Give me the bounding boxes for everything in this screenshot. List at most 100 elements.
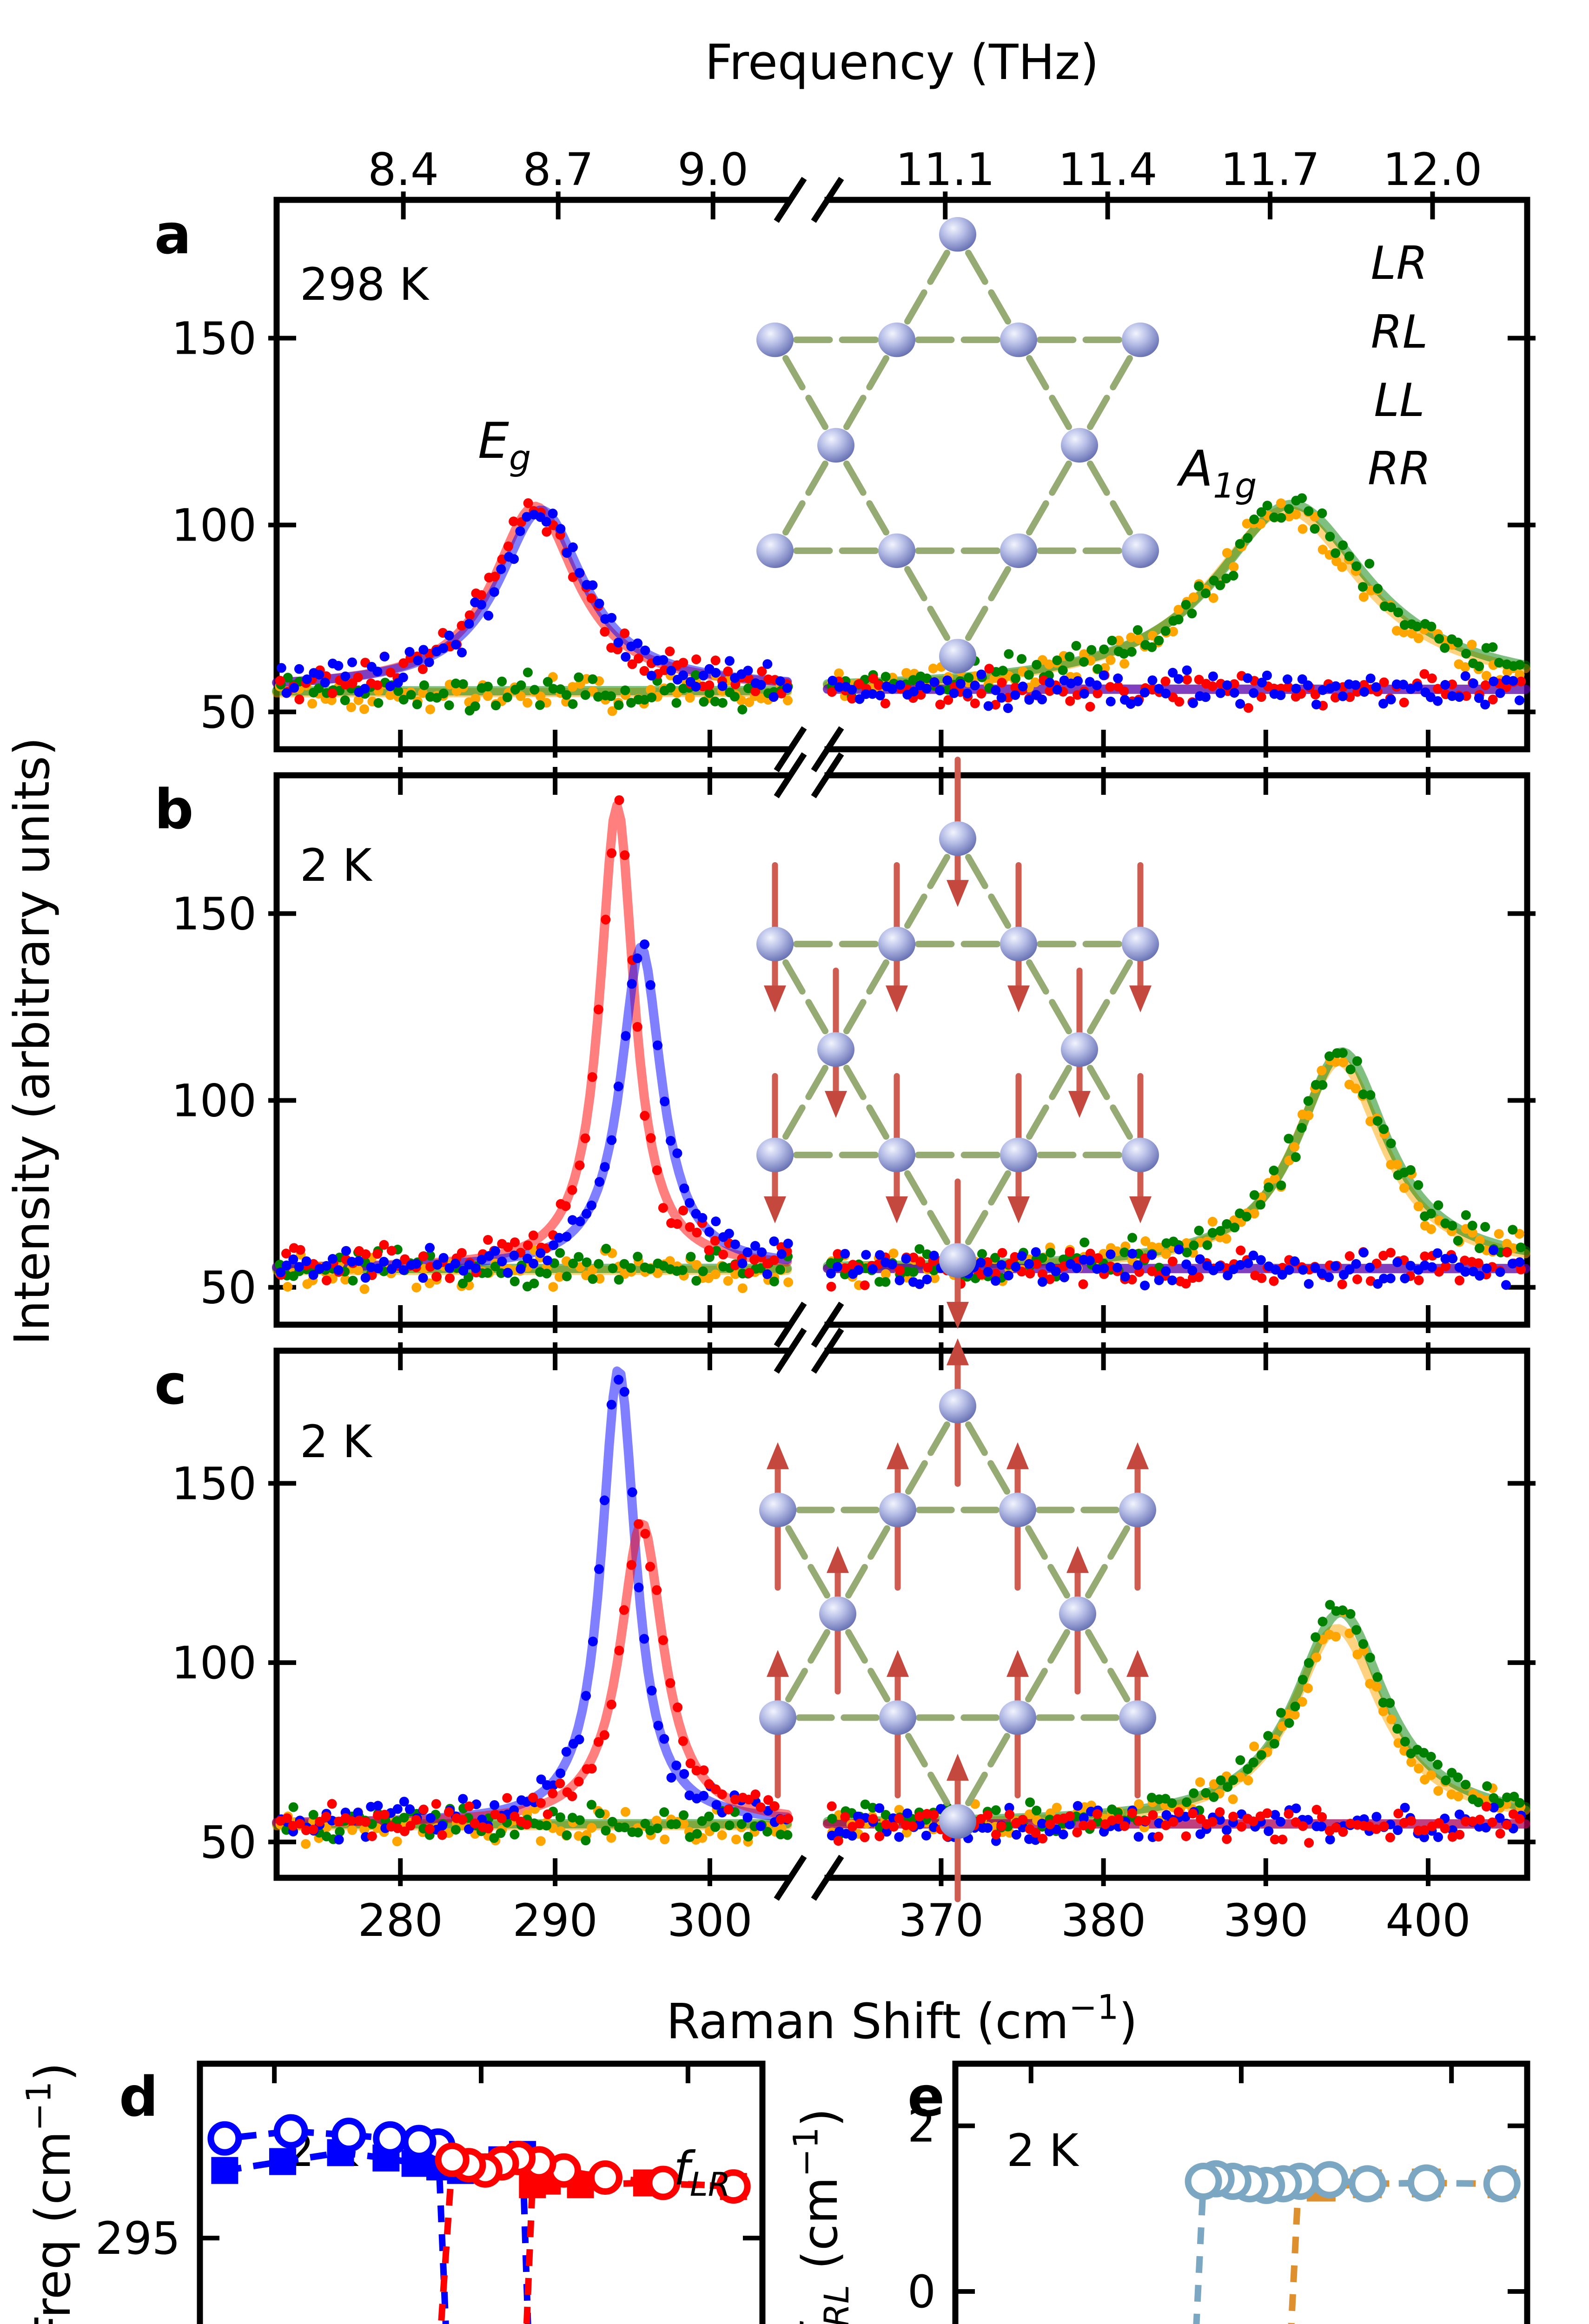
panel-d-data bbox=[207, 2114, 751, 2324]
data-point-circle bbox=[646, 2166, 681, 2200]
y-tick-label: 100 bbox=[172, 500, 257, 552]
panel-e-data bbox=[1185, 2160, 1521, 2324]
atom-sphere bbox=[939, 821, 976, 856]
atom-sphere bbox=[939, 1388, 976, 1424]
data-point-circle bbox=[588, 2160, 622, 2195]
f-lr-series-label: fLR bbox=[674, 2141, 731, 2204]
data-point-circle bbox=[207, 2121, 242, 2156]
d-y-axis-label: Center Freq (cm−1) bbox=[19, 2062, 81, 2324]
atom-sphere bbox=[939, 1804, 976, 1839]
data-point-circle bbox=[331, 2118, 366, 2152]
lattice-bonds bbox=[782, 854, 1133, 1245]
atom-sphere bbox=[817, 1032, 854, 1067]
bottom-axis-tick-labels: 280 290 300 370 380 390 400 bbox=[358, 1895, 1471, 1947]
y-tick-label: 2 bbox=[907, 2100, 936, 2152]
top-tick-label: 8.4 bbox=[368, 144, 439, 196]
y-tick-label: 150 bbox=[172, 888, 257, 940]
temperature-label-b: 2 K bbox=[300, 839, 373, 891]
x-tick-label: 300 bbox=[667, 1895, 752, 1947]
top-tick-label: 8.7 bbox=[523, 144, 594, 196]
freq-difference-label: fLR − fRL (cm−1) bbox=[786, 2108, 857, 2324]
panel-letter-b: b bbox=[154, 777, 193, 841]
atom-sphere bbox=[1000, 322, 1037, 357]
legend-item-RR: RR bbox=[1368, 442, 1431, 495]
atom-sphere bbox=[1122, 926, 1159, 962]
panel-a-axes: 50 100 150 bbox=[172, 177, 1536, 772]
panel-d-axes: −2.50.02.5294295 bbox=[95, 2060, 766, 2324]
data-point-circle bbox=[1311, 2161, 1348, 2199]
x-tick-label: 280 bbox=[358, 1895, 443, 1947]
atom-sphere bbox=[756, 926, 794, 962]
lattice-atoms bbox=[756, 217, 1159, 673]
intensity-axis-label: Intensity (arbitrary units) bbox=[4, 737, 60, 1346]
x-tick-label: 380 bbox=[1061, 1895, 1146, 1947]
panel-letter-c: c bbox=[154, 1353, 187, 1417]
eg-label: Eg bbox=[478, 412, 531, 478]
atom-sphere bbox=[939, 217, 976, 252]
data-point-circle bbox=[435, 2142, 470, 2177]
y-tick-label: 50 bbox=[200, 1816, 257, 1868]
data-point-circle bbox=[402, 2125, 437, 2159]
generated-figure-content: 50 100 150 50 100 150 50 100 150 8.4 8.7 9.0 11.1 11.… bbox=[19, 144, 1536, 2324]
panel-b-data-points bbox=[275, 795, 1526, 1294]
inset-kagome-b bbox=[756, 756, 1159, 1329]
atom-sphere bbox=[1119, 1700, 1156, 1735]
atom-sphere bbox=[1000, 533, 1037, 568]
raman-shift-label: Raman Shift (cm−1) bbox=[666, 1987, 1138, 2050]
inset-kagome-c bbox=[759, 1338, 1156, 1902]
y-tick-label: 100 bbox=[172, 1075, 257, 1127]
panel-letter-e: e bbox=[907, 2065, 945, 2129]
atom-sphere bbox=[1059, 1596, 1096, 1631]
atom-sphere bbox=[1122, 322, 1159, 357]
panel-letter-d: d bbox=[119, 2065, 158, 2129]
legend-item-LR: LR bbox=[1371, 237, 1428, 290]
a1g-peak-label: A1g bbox=[1177, 440, 1257, 506]
data-point-circle bbox=[1349, 2165, 1386, 2203]
panel-e-axes: −2.50.02.5−202 bbox=[907, 2060, 1530, 2324]
top-tick-label: 11.1 bbox=[895, 144, 995, 196]
lattice-atoms bbox=[759, 1388, 1156, 1839]
x-tick-label: 390 bbox=[1223, 1895, 1308, 1947]
atom-sphere bbox=[1000, 926, 1037, 962]
atom-sphere bbox=[759, 1700, 796, 1735]
lattice-bonds bbox=[785, 1421, 1130, 1806]
panel-letter-a: a bbox=[154, 202, 192, 266]
data-point-square bbox=[211, 2157, 238, 2184]
top-tick-label: 11.4 bbox=[1058, 144, 1158, 196]
legend-item-LL: LL bbox=[1374, 374, 1424, 427]
panel-b-axes: 50 100 150 bbox=[172, 752, 1536, 1348]
atom-sphere bbox=[878, 322, 915, 357]
spin-arrows bbox=[767, 1338, 1149, 1902]
y-tick-label: 100 bbox=[172, 1637, 257, 1689]
top-axis-title: Frequency (THz) bbox=[705, 34, 1099, 91]
atom-sphere bbox=[759, 1492, 796, 1527]
x-tick-label: 290 bbox=[512, 1895, 597, 1947]
data-point-circle bbox=[373, 2121, 408, 2156]
y-tick-label: 295 bbox=[95, 2212, 180, 2265]
atom-sphere bbox=[939, 639, 976, 673]
legend-item-RL: RL bbox=[1371, 306, 1428, 359]
atom-sphere bbox=[756, 533, 794, 568]
atom-sphere bbox=[878, 1137, 915, 1173]
temperature-label-c: 2 K bbox=[300, 1416, 373, 1468]
atom-sphere bbox=[1119, 1492, 1156, 1527]
lattice-bonds bbox=[782, 250, 1133, 641]
panel-a-data-points bbox=[275, 493, 1526, 716]
f-lr-label: fLR bbox=[674, 2141, 731, 2204]
top-tick-label: 12.0 bbox=[1383, 144, 1483, 196]
top-tick-label: 9.0 bbox=[677, 144, 748, 196]
temperature-label-a: 298 K bbox=[300, 258, 430, 310]
inset-kagome-a bbox=[756, 217, 1159, 673]
lattice-atoms bbox=[756, 821, 1159, 1278]
atom-sphere bbox=[756, 322, 794, 357]
atom-sphere bbox=[999, 1492, 1036, 1527]
data-point-circle bbox=[1483, 2165, 1521, 2203]
y-tick-label: 0 bbox=[907, 2266, 936, 2318]
atom-sphere bbox=[1000, 1137, 1037, 1173]
y-tick-label: 50 bbox=[200, 687, 257, 739]
x-axis-label: Raman Shift (cm−1) bbox=[666, 1987, 1138, 2050]
atom-sphere bbox=[879, 1700, 916, 1735]
y-tick-label: 50 bbox=[200, 1262, 257, 1314]
y-tick-label: 150 bbox=[172, 1458, 257, 1510]
